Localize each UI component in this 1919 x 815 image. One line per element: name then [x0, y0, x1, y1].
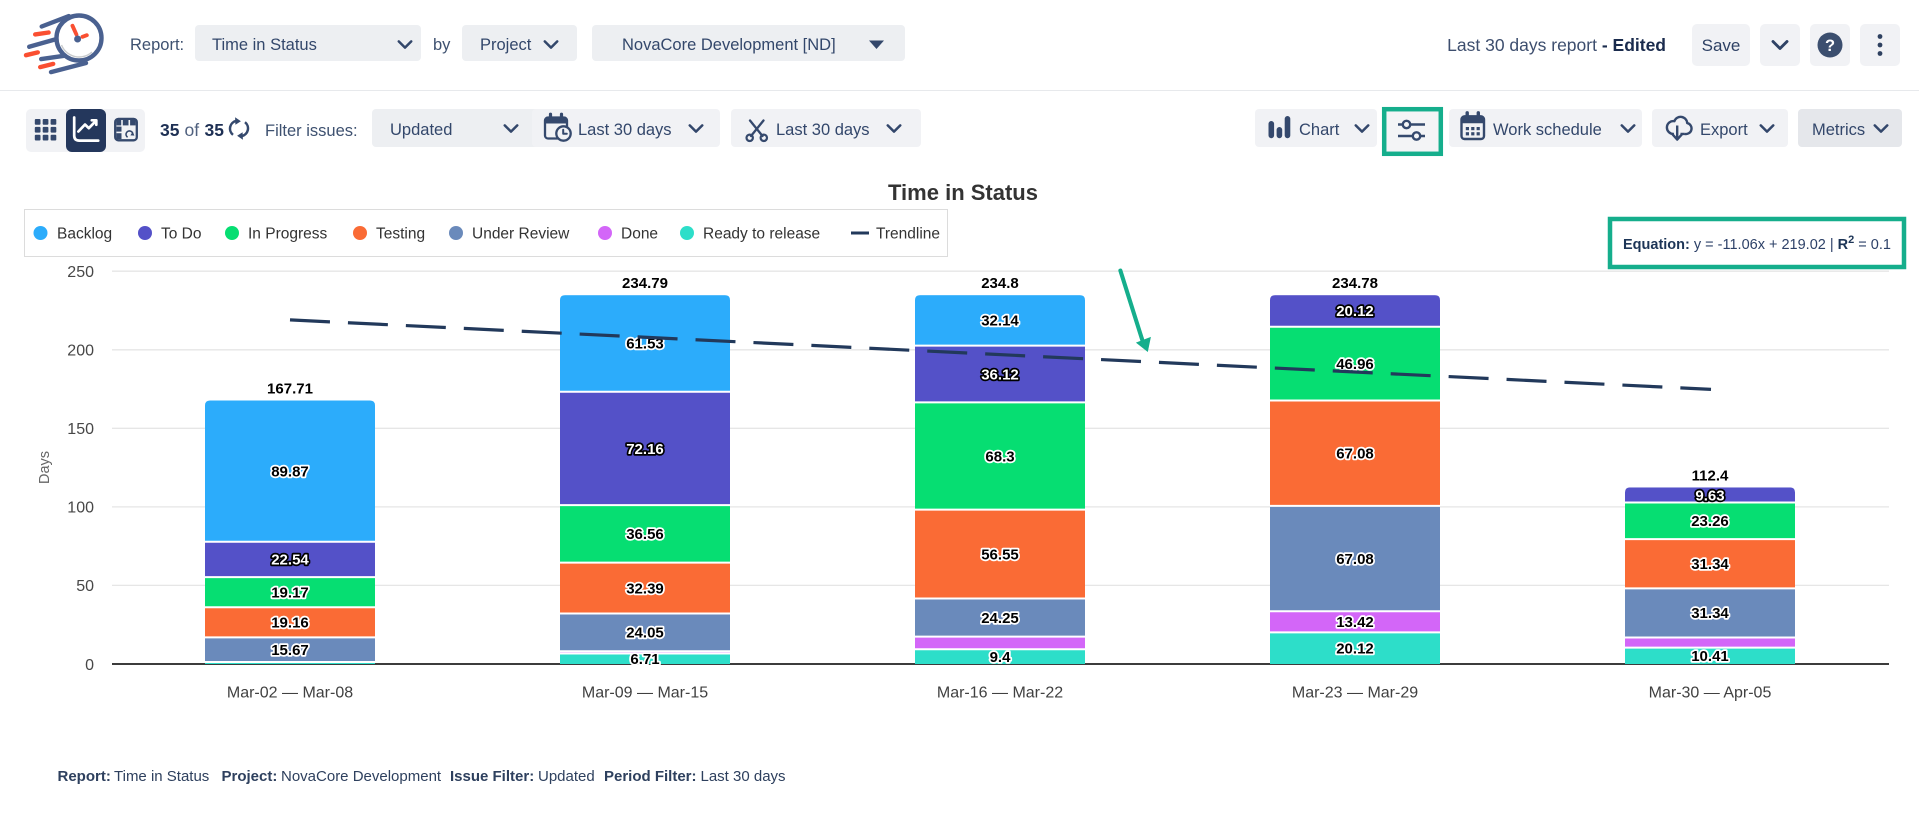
svg-text:89.87: 89.87 — [271, 463, 309, 480]
svg-text:56.55: 56.55 — [981, 546, 1019, 563]
svg-text:Project: Project — [480, 36, 532, 54]
svg-text:20.12: 20.12 — [1336, 303, 1374, 320]
svg-text:Filter issues:: Filter issues: — [265, 122, 358, 140]
svg-text:200: 200 — [67, 343, 94, 360]
svg-text:67.08: 67.08 — [1336, 446, 1374, 463]
svg-text:by: by — [433, 36, 451, 54]
svg-text:Report:: Report: — [58, 768, 111, 785]
svg-text:Mar-09 — Mar-15: Mar-09 — Mar-15 — [582, 685, 708, 702]
svg-text:0: 0 — [85, 657, 94, 674]
svg-text:Project:: Project: — [222, 768, 278, 785]
svg-text:Report:: Report: — [130, 36, 184, 54]
svg-text:234.78: 234.78 — [1332, 275, 1378, 292]
svg-text:Last 30 days: Last 30 days — [701, 768, 786, 785]
svg-text:Export: Export — [1700, 121, 1748, 139]
svg-text:24.05: 24.05 — [626, 625, 664, 642]
svg-text:NovaCore Development: NovaCore Development — [281, 768, 442, 785]
svg-text:46.96: 46.96 — [1336, 356, 1374, 373]
svg-text:Trendline: Trendline — [876, 226, 940, 243]
svg-text:15.67: 15.67 — [271, 642, 309, 659]
svg-text:Issue Filter:: Issue Filter: — [450, 768, 534, 785]
svg-text:36.12: 36.12 — [981, 366, 1019, 383]
svg-text:Metrics: Metrics — [1812, 121, 1865, 139]
svg-text:13.42: 13.42 — [1336, 614, 1374, 631]
svg-text:Time in Status: Time in Status — [114, 768, 209, 785]
svg-text:100: 100 — [67, 500, 94, 517]
svg-text:167.71: 167.71 — [267, 380, 313, 397]
svg-text:Mar-30 — Apr-05: Mar-30 — Apr-05 — [1649, 685, 1772, 702]
svg-text:of: of — [185, 120, 200, 140]
svg-text:19.16: 19.16 — [271, 615, 309, 632]
svg-text:35: 35 — [160, 120, 180, 140]
svg-text:Save: Save — [1702, 36, 1741, 55]
svg-text:Ready to release: Ready to release — [703, 226, 820, 243]
svg-text:Mar-16 — Mar-22: Mar-16 — Mar-22 — [937, 685, 1063, 702]
svg-text:24.25: 24.25 — [981, 610, 1019, 627]
svg-text:9.63: 9.63 — [1695, 487, 1724, 504]
svg-text:68.3: 68.3 — [985, 448, 1014, 465]
svg-text:Period Filter:: Period Filter: — [604, 768, 697, 785]
svg-text:234.79: 234.79 — [622, 275, 668, 292]
svg-text:Under Review: Under Review — [472, 226, 570, 243]
svg-text:To Do: To Do — [161, 226, 202, 243]
svg-text:72.16: 72.16 — [626, 441, 664, 458]
svg-text:36.56: 36.56 — [626, 526, 664, 543]
svg-text:112.4: 112.4 — [1692, 467, 1729, 484]
svg-text:23.26: 23.26 — [1691, 513, 1729, 530]
svg-text:NovaCore Development [ND]: NovaCore Development [ND] — [622, 36, 836, 54]
svg-text:31.34: 31.34 — [1691, 605, 1729, 622]
svg-text:Mar-02 — Mar-08: Mar-02 — Mar-08 — [227, 685, 353, 702]
svg-text:Time in Status: Time in Status — [212, 36, 317, 54]
svg-text:31.34: 31.34 — [1691, 556, 1729, 573]
svg-text:250: 250 — [67, 264, 94, 281]
svg-text:Work schedule: Work schedule — [1493, 121, 1602, 139]
svg-text:234.8: 234.8 — [981, 275, 1019, 292]
svg-text:Done: Done — [621, 226, 658, 243]
svg-text:150: 150 — [67, 421, 94, 438]
svg-text:Last 30 days report - Edited: Last 30 days report - Edited — [1447, 35, 1666, 55]
svg-text:Time in Status: Time in Status — [888, 180, 1038, 205]
svg-text:67.08: 67.08 — [1336, 551, 1374, 568]
svg-text:Days: Days — [37, 451, 53, 484]
svg-text:10.41: 10.41 — [1691, 648, 1729, 665]
svg-text:Testing: Testing — [376, 226, 425, 243]
svg-text:32.14: 32.14 — [981, 313, 1019, 330]
svg-text:Last 30 days: Last 30 days — [578, 121, 672, 139]
svg-text:20.12: 20.12 — [1336, 640, 1374, 657]
svg-text:Mar-23 — Mar-29: Mar-23 — Mar-29 — [1292, 685, 1418, 702]
svg-text:In Progress: In Progress — [248, 226, 328, 243]
svg-text:32.39: 32.39 — [626, 580, 664, 597]
svg-text:Chart: Chart — [1299, 121, 1340, 139]
svg-text:?: ? — [1825, 37, 1835, 55]
svg-text:19.17: 19.17 — [271, 584, 309, 601]
svg-text:Backlog: Backlog — [57, 226, 112, 243]
svg-text:Updated: Updated — [390, 121, 452, 139]
svg-text:Last 30 days: Last 30 days — [776, 121, 870, 139]
svg-text:50: 50 — [76, 578, 94, 595]
svg-text:Equation: y = -11.06x + 219.02: Equation: y = -11.06x + 219.02 | R2 = 0.… — [1623, 234, 1891, 253]
svg-text:35: 35 — [205, 120, 225, 140]
svg-text:22.54: 22.54 — [271, 552, 309, 569]
svg-text:Updated: Updated — [538, 768, 595, 785]
svg-text:6.71: 6.71 — [630, 651, 659, 668]
svg-text:9.4: 9.4 — [990, 649, 1012, 666]
